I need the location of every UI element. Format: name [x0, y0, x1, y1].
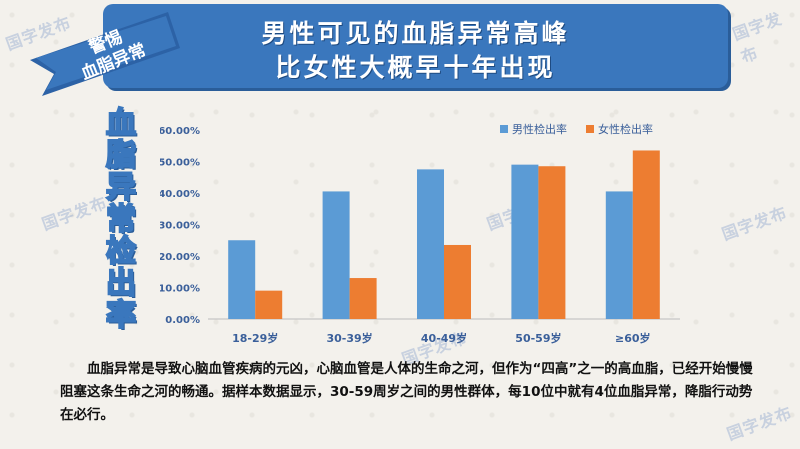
- y-tick-label: 10.00%: [160, 284, 200, 295]
- bar-male: [417, 169, 444, 319]
- title-line-2: 比女性大概早十年出现: [275, 53, 556, 82]
- legend-label: 男性检出率: [512, 122, 567, 136]
- side-title-char: 常: [105, 202, 137, 237]
- x-tick-label: 50-59岁: [515, 331, 561, 345]
- bar-female: [255, 290, 283, 319]
- x-tick-label: 18-29岁: [232, 331, 278, 345]
- title-banner: 男性可见的血脂异常高峰 比女性大概早十年出现: [103, 4, 728, 88]
- legend-swatch: [586, 125, 594, 133]
- y-tick-label: 40.00%: [160, 189, 200, 200]
- ribbon-shape: [30, 12, 180, 96]
- side-title-char: 异: [105, 170, 137, 205]
- bar-female: [444, 244, 471, 319]
- y-tick-label: 0.00%: [165, 315, 200, 326]
- side-title-char: 率: [105, 298, 137, 333]
- description-paragraph: 血脂异常是导致心脑血管疾病的元凶，心脑血管是人体的生命之河，但作为“四高”之一的…: [60, 358, 765, 427]
- bar-female: [632, 150, 660, 319]
- side-title-char: 脂: [105, 138, 137, 173]
- bar-male: [605, 191, 633, 319]
- side-title-char: 血: [105, 106, 137, 141]
- title-line-1: 男性可见的血脂异常高峰: [261, 19, 570, 48]
- y-tick-label: 20.00%: [160, 252, 200, 263]
- y-tick-label: 30.00%: [160, 221, 200, 232]
- description-text: 血脂异常是导致心脑血管疾病的元凶，心脑血管是人体的生命之河，但作为“四高”之一的…: [60, 361, 753, 423]
- side-title-char: 检: [105, 234, 137, 269]
- bar-male: [511, 164, 539, 319]
- bar-female: [538, 166, 566, 319]
- warning-ribbon: 警惕 血脂异常: [30, 12, 180, 102]
- legend-label: 女性检出率: [598, 122, 653, 136]
- bar-chart: 0.00% 10.00% 20.00% 30.00% 40.00% 50.00% 60.00…: [160, 122, 680, 345]
- x-tick-label: 30-39岁: [327, 331, 373, 345]
- y-tick-label: 50.00%: [160, 158, 200, 169]
- x-tick-label: ≥60岁: [615, 331, 651, 345]
- x-tick-label: 40-49岁: [421, 331, 467, 345]
- side-title-char: 出: [105, 266, 137, 301]
- y-tick-label: 60.00%: [160, 126, 200, 137]
- bar-female: [349, 278, 377, 319]
- bar-male: [228, 240, 256, 319]
- bar-male: [322, 191, 350, 319]
- legend-swatch: [500, 125, 508, 133]
- side-title: 血 脂 异 常 检 出 率: [90, 106, 152, 338]
